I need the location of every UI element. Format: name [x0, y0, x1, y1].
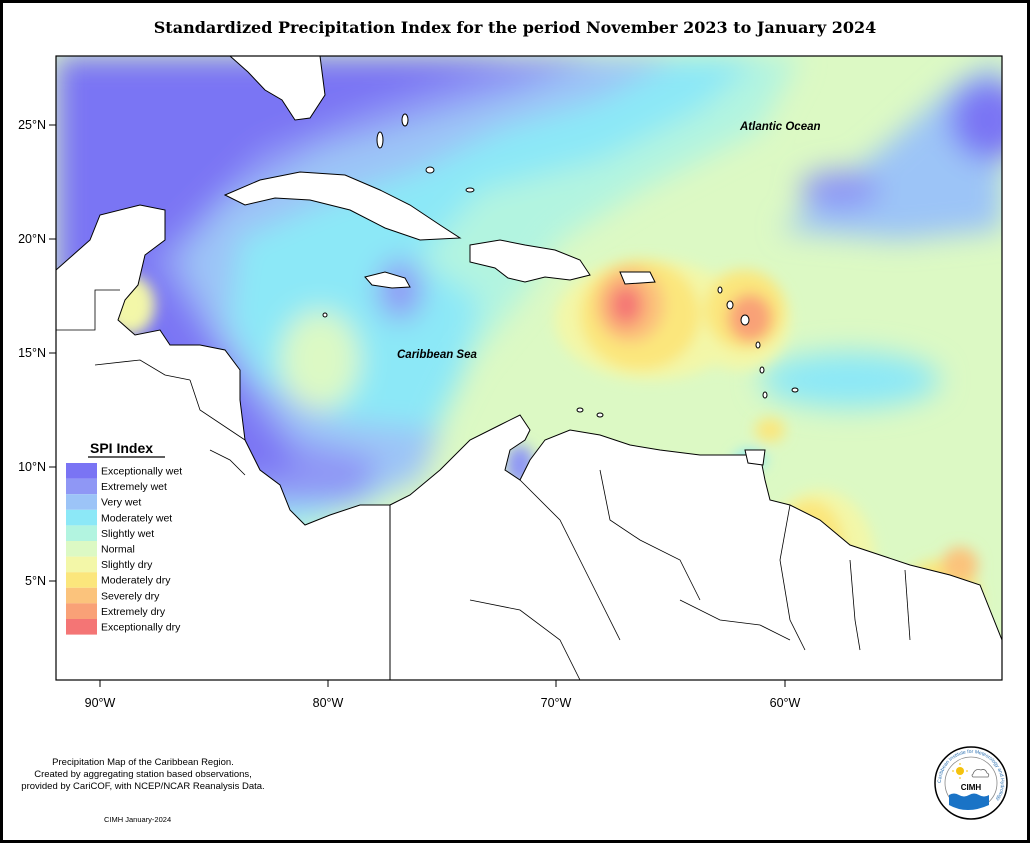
lat-tick-label: 25°N	[18, 118, 46, 132]
lat-tick-label: 5°N	[25, 574, 46, 588]
legend-label: Extremely dry	[101, 606, 166, 618]
sun-rays-icon	[952, 763, 968, 779]
lon-tick-label: 90°W	[85, 696, 116, 710]
lat-axis: 25°N 20°N 15°N 10°N 5°N	[18, 118, 56, 588]
sun-icon	[956, 767, 964, 775]
legend-label: Moderately dry	[101, 575, 171, 587]
cuba	[223, 171, 462, 241]
hispaniola	[469, 239, 591, 283]
caribbean-label: Caribbean Sea	[397, 349, 477, 361]
lat-tick-label: 10°N	[18, 460, 46, 474]
south-america	[389, 414, 1002, 680]
legend-label: Slightly dry	[101, 559, 153, 571]
legend-swatch	[66, 619, 97, 635]
legend-label: Extremely wet	[101, 481, 167, 493]
central-america	[56, 204, 391, 680]
lon-axis: 90°W 80°W 70°W 60°W	[85, 680, 801, 710]
lon-tick-label: 70°W	[541, 696, 572, 710]
wave-icon	[949, 793, 989, 810]
florida	[229, 56, 326, 121]
map-title: Standardized Precipitation Index for the…	[153, 18, 877, 37]
legend-swatch	[66, 572, 97, 588]
legend-swatch	[66, 478, 97, 495]
lon-tick-label: 80°W	[313, 696, 344, 710]
lat-tick-label: 15°N	[18, 346, 46, 360]
jamaica	[364, 271, 411, 289]
legend-title: SPI Index	[90, 440, 153, 456]
cimh-logo: Caribbean Institute for Meteorology and …	[934, 746, 1008, 820]
small-islands	[322, 113, 799, 418]
legend-swatch	[66, 463, 97, 479]
legend-swatch	[66, 556, 97, 573]
lat-tick-label: 20°N	[18, 232, 46, 246]
puerto-rico	[619, 271, 656, 285]
credit-line: Created by aggregating station based obs…	[34, 769, 252, 780]
trinidad	[744, 449, 766, 466]
credit-line: Precipitation Map of the Caribbean Regio…	[52, 757, 234, 768]
legend-label: Slightly wet	[101, 528, 154, 540]
legend-label: Severely dry	[101, 590, 160, 602]
atlantic-label: Atlantic Ocean	[739, 121, 821, 133]
country-borders	[56, 289, 911, 680]
legend-label: Very wet	[101, 497, 141, 509]
legend-swatch	[66, 509, 97, 526]
legend-swatch	[66, 494, 97, 510]
legend-items: Exceptionally wet Extremely wet Very wet Mo…	[66, 463, 182, 635]
legend-label: Moderately wet	[101, 512, 172, 524]
cloud-icon	[971, 769, 990, 778]
legend-label: Exceptionally dry	[101, 622, 181, 634]
legend-swatch	[66, 541, 97, 557]
spi-legend: SPI Index Exceptionally wet Extremely wet…	[66, 440, 182, 635]
credit-line: provided by CariCOF, with NCEP/NCAR Rean…	[21, 781, 265, 792]
legend-label: Normal	[101, 544, 135, 556]
legend-label: Exceptionally wet	[101, 466, 182, 478]
lon-tick-label: 60°W	[770, 696, 801, 710]
map-border	[55, 55, 1003, 681]
map-credit: Precipitation Map of the Caribbean Regio…	[8, 757, 278, 793]
landmasses	[56, 56, 1002, 680]
date-stamp: CIMH January-2024	[104, 815, 172, 824]
legend-swatch	[66, 587, 97, 604]
legend-swatch	[66, 603, 97, 619]
spi-field: Atlantic Ocean Caribbean Sea	[56, 56, 1002, 680]
logo-text: CIMH	[961, 783, 982, 792]
legend-swatch	[66, 525, 97, 541]
